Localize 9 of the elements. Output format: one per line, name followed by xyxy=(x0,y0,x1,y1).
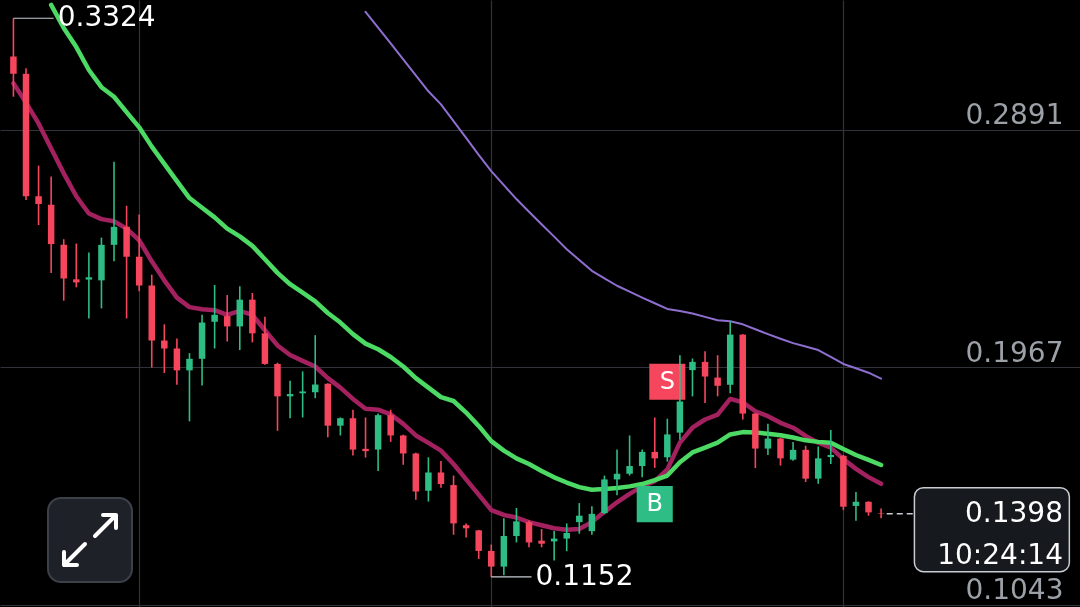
series-label: B xyxy=(646,489,663,518)
y-tick-label: 0.1043 xyxy=(965,573,1064,607)
annotation: 0.3324 xyxy=(57,0,156,34)
text: 10:24:14 xyxy=(937,537,1063,571)
y-tick-label: 0.2891 xyxy=(965,98,1064,132)
text: 0.1398 xyxy=(965,495,1063,529)
annotation: 0.1152 xyxy=(535,558,634,592)
y-tick-label: 0.1967 xyxy=(965,335,1064,369)
series-label: S xyxy=(659,366,675,395)
